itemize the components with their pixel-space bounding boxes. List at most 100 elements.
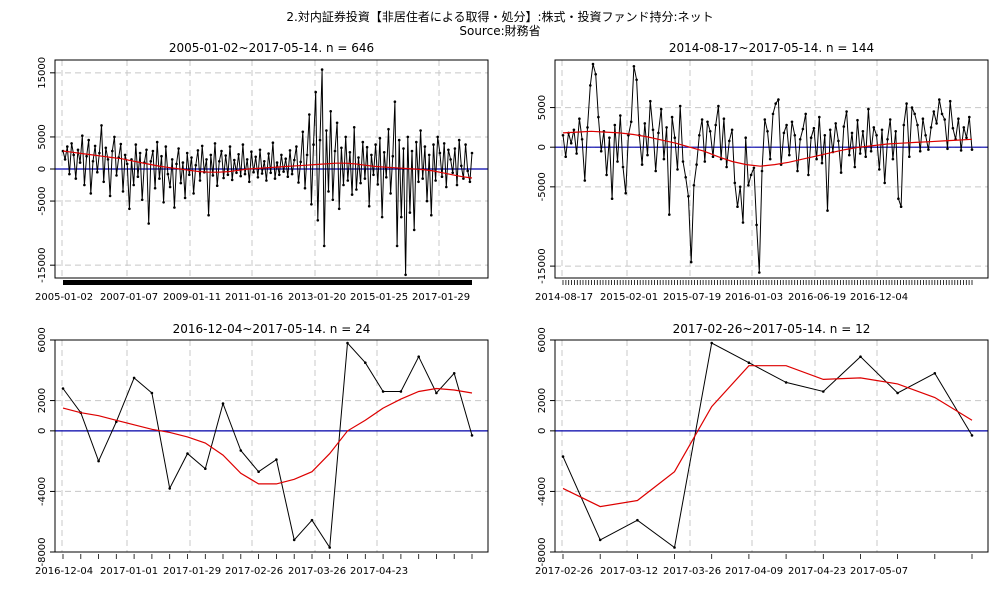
panel-1-point	[286, 175, 290, 178]
panel-2-point	[681, 160, 685, 163]
panel-1-point	[192, 192, 195, 195]
panel-1-point	[153, 186, 157, 190]
panel-1-point	[111, 149, 114, 153]
panel-2-point	[736, 205, 739, 208]
panel-2-point	[878, 168, 881, 171]
panel-1-smooth-line	[62, 150, 473, 179]
panel-2-point	[651, 128, 655, 132]
panel-1-point	[138, 151, 142, 155]
panel-2-point	[845, 110, 848, 113]
panel-2-xtick-label: 2014-08-17	[535, 292, 593, 303]
panel-1-point	[209, 153, 213, 157]
panel-3-xtick-label: 2017-03-26	[288, 566, 346, 577]
panel-1-point	[93, 144, 97, 148]
panel-3-point	[452, 372, 456, 375]
panel-1-point	[70, 142, 73, 145]
panel-3-point	[292, 538, 296, 542]
panel-2-point	[921, 117, 925, 120]
panel-2-point	[965, 136, 968, 139]
panel-2-point	[815, 157, 818, 161]
panel-3-ytick-label: -4000	[37, 477, 48, 506]
panel-2-point	[733, 181, 737, 185]
panel-1-point	[256, 176, 260, 179]
panel-3-point	[168, 487, 171, 490]
panel-2-point	[943, 118, 946, 121]
panel-1-point	[312, 143, 315, 146]
panel-3-point	[61, 387, 65, 390]
panel-1-point	[205, 158, 208, 161]
panel-1-point	[295, 145, 298, 148]
panel-2-point	[908, 155, 911, 158]
panel-1-point	[348, 151, 352, 154]
panel-1-point	[190, 156, 193, 159]
panel-2-point	[902, 123, 906, 127]
panel-1-point	[290, 172, 294, 176]
panel-1-point	[425, 199, 429, 203]
panel-1-point	[284, 157, 288, 160]
panel-2-point	[807, 173, 810, 177]
panel-2-point	[856, 118, 859, 122]
panel-1-point	[226, 173, 230, 177]
panel-1-point	[412, 228, 416, 232]
panel-2-point	[798, 138, 802, 141]
panel-2-point	[796, 169, 799, 173]
panel-2-point	[918, 149, 922, 153]
panel-2-point	[883, 181, 886, 185]
panel-1-point	[423, 145, 427, 148]
panel-1-point	[271, 141, 275, 144]
panel-4-xtick-label: 2017-04-09	[725, 566, 783, 577]
panel-4-xtick-label: 2017-03-26	[663, 566, 721, 577]
panel-2-ytick-label: -15000	[537, 248, 548, 283]
panel-1-point	[460, 164, 463, 168]
panel-1-point	[66, 145, 69, 148]
panel-1-point	[280, 153, 283, 157]
panel-1-point	[410, 149, 414, 153]
panel-3-point	[239, 449, 243, 452]
panel-2-point	[624, 191, 627, 195]
panel-1-point	[252, 170, 255, 174]
panel-4-point	[747, 361, 751, 365]
panel-1-point	[275, 161, 279, 164]
main-title: 2.対内証券投資【非居住者による取得・処分】:株式・投資ファンド持分:ネット	[286, 10, 714, 24]
panel-2-point	[910, 106, 914, 109]
panel-1-point	[260, 172, 264, 175]
panel-3-ytick-label: 0	[37, 428, 48, 434]
panel-1-point	[113, 135, 116, 139]
panel-2-point	[872, 126, 876, 129]
panel-1-point	[128, 207, 131, 211]
panel-2-point	[752, 166, 756, 170]
panel-1-point	[68, 172, 71, 176]
panel-2-point	[809, 136, 813, 139]
panel-2-point	[897, 197, 900, 200]
panel-2-point	[951, 126, 955, 130]
panel-1-point	[78, 161, 82, 164]
panel-4-ytick-label: -4000	[537, 477, 548, 506]
panel-2-point	[864, 155, 867, 158]
panel-2-smooth-line	[562, 130, 973, 167]
panel-4-point	[598, 538, 602, 542]
panel-2-point	[605, 173, 608, 177]
panel-2-point	[828, 128, 832, 132]
panel-1-point	[145, 148, 148, 152]
panel-2-point	[801, 127, 805, 131]
panel-2-point	[777, 98, 780, 101]
panel-1-point	[415, 140, 418, 144]
panel-1-point	[185, 151, 189, 155]
panel-1-point	[419, 129, 422, 132]
panel-3-point	[275, 458, 278, 461]
panel-1-point	[241, 143, 245, 146]
panel-1-point	[267, 152, 270, 155]
panel-1-point	[140, 198, 144, 202]
panel-2-point	[627, 134, 630, 137]
panel-2-point	[695, 163, 698, 166]
panel-2-series-line	[562, 63, 973, 273]
panel-2-point	[657, 131, 660, 135]
panel-1-point	[132, 183, 135, 187]
panel-1-ytick-label: -15000	[37, 247, 48, 282]
panel-2-point	[823, 134, 827, 137]
panel-1-point	[363, 177, 367, 180]
panel-2-point	[629, 120, 633, 124]
panel-4-xtick-label: 2017-04-23	[788, 566, 846, 577]
panel-1-xtick-label: 2015-01-25	[350, 292, 408, 303]
panel-1-point	[115, 174, 118, 177]
